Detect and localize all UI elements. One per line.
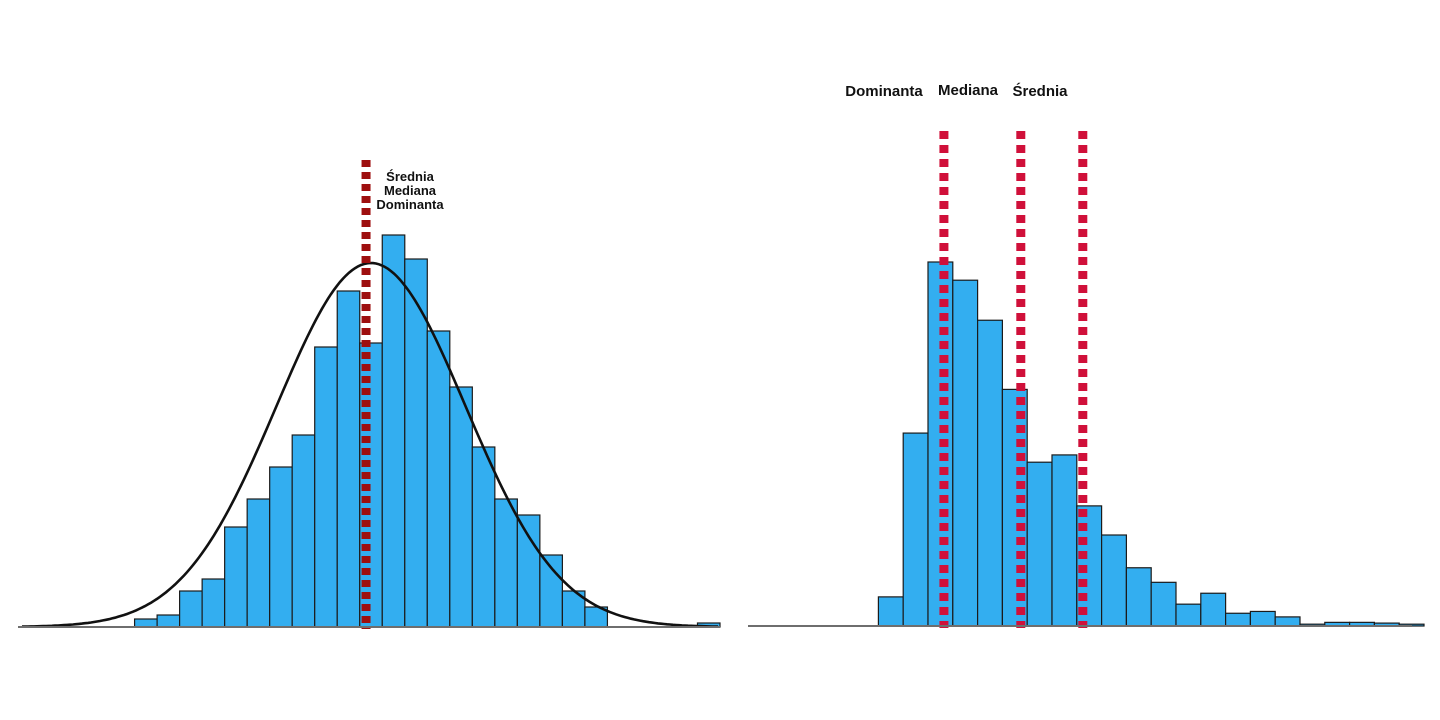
- label-mediana-right: Mediana: [938, 82, 999, 99]
- histogram-bar: [1249, 610, 1276, 627]
- histogram-bar: [1026, 461, 1053, 627]
- label-mediana-left: Mediana: [384, 183, 437, 198]
- histogram-bar: [471, 446, 496, 628]
- histogram-bar: [976, 319, 1003, 627]
- label-srednia-right: Średnia: [1012, 82, 1068, 100]
- histogram-bar: [1200, 592, 1227, 627]
- histogram-bar: [336, 290, 361, 628]
- histogram-bar: [516, 514, 541, 628]
- histogram-bar: [269, 466, 293, 628]
- histogram-bar: [1274, 616, 1301, 627]
- histogram-bar: [381, 234, 406, 628]
- histogram-bar: [1051, 454, 1078, 627]
- histogram-bar: [494, 498, 518, 628]
- label-srednia-left: Średnia: [386, 169, 434, 184]
- histogram-bar: [952, 279, 979, 627]
- histogram-bar: [291, 434, 316, 628]
- skewed-histogram: Dominanta Mediana Średnia: [748, 82, 1425, 628]
- histogram-bar: [179, 590, 203, 628]
- histogram-bar: [1125, 567, 1152, 627]
- histogram-bar: [224, 526, 248, 628]
- histogram-bar: [1224, 612, 1251, 627]
- histogram-bar: [156, 614, 181, 628]
- label-dominanta-left: Dominanta: [376, 197, 444, 212]
- histogram-bar: [201, 578, 226, 628]
- label-dominanta-right: Dominanta: [845, 83, 923, 100]
- histogram-bar: [246, 498, 271, 628]
- histogram-bar: [314, 346, 338, 628]
- histogram-bar: [877, 596, 904, 627]
- histogram-bar: [1001, 388, 1028, 627]
- histogram-bar: [902, 432, 929, 627]
- histogram-bar: [133, 618, 158, 628]
- histogram-bar: [1175, 603, 1202, 627]
- histogram-bar: [426, 330, 451, 628]
- histogram-bar: [449, 386, 473, 628]
- histogram-bar: [1150, 581, 1177, 627]
- histogram-bar: [1100, 534, 1127, 627]
- symmetric-histogram: Średnia Mediana Dominanta: [18, 160, 721, 629]
